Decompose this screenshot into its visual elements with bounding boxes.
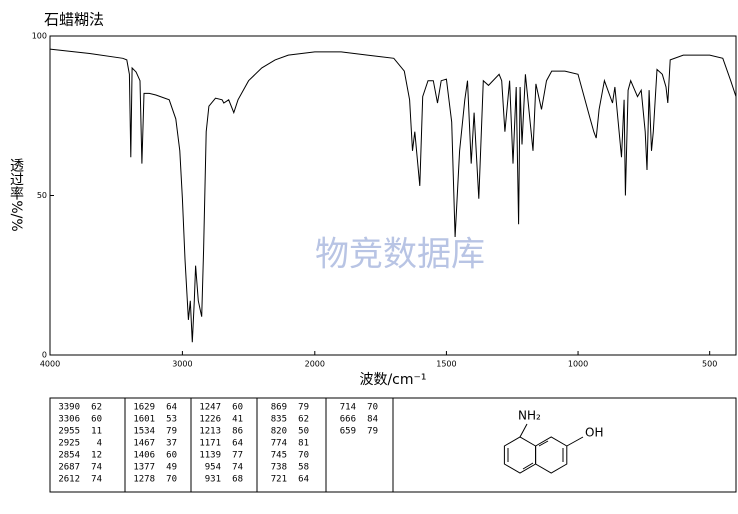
peak-wavenumber: 3390 [58, 403, 80, 413]
peak-wavenumber: 1171 [199, 439, 221, 449]
peak-intensity: 11 [91, 427, 102, 437]
peak-wavenumber: 1278 [133, 475, 155, 485]
peak-wavenumber: 3306 [58, 415, 80, 425]
peak-wavenumber: 1139 [199, 451, 221, 461]
peak-intensity: 62 [91, 403, 102, 413]
watermark: 物竞数据库 [315, 235, 485, 275]
peak-intensity: 53 [166, 415, 177, 425]
peak-intensity: 4 [97, 439, 102, 449]
plot-frame [49, 35, 737, 356]
x-tick-label: 1000 [568, 360, 588, 369]
peak-wavenumber: 1247 [199, 403, 221, 413]
peak-intensity: 64 [298, 475, 309, 485]
x-tick-label: 4000 [40, 360, 60, 369]
peak-wavenumber: 2955 [58, 427, 80, 437]
peak-intensity: 12 [91, 451, 102, 461]
peak-wavenumber: 1629 [133, 403, 155, 413]
peak-intensity: 68 [232, 475, 243, 485]
peak-intensity: 50 [298, 427, 309, 437]
peak-intensity: 74 [232, 463, 243, 473]
peak-intensity: 77 [232, 451, 243, 461]
peak-intensity: 64 [166, 403, 177, 413]
peak-wavenumber: 774 [271, 439, 287, 449]
peak-intensity: 74 [91, 475, 102, 485]
peak-wavenumber: 2612 [58, 475, 80, 485]
peak-intensity: 41 [232, 415, 243, 425]
peak-intensity: 79 [166, 427, 177, 437]
peak-wavenumber: 2854 [58, 451, 80, 461]
peak-intensity: 64 [232, 439, 243, 449]
peak-wavenumber: 1406 [133, 451, 155, 461]
x-tick-label: 500 [702, 360, 717, 369]
peak-intensity: 62 [298, 415, 309, 425]
peak-wavenumber: 1601 [133, 415, 155, 425]
peak-wavenumber: 2687 [58, 463, 80, 473]
peak-wavenumber: 820 [271, 427, 287, 437]
spectrum-line [49, 48, 737, 343]
peak-intensity: 86 [232, 427, 243, 437]
table-dividers [124, 398, 394, 492]
peak-intensity: 60 [232, 403, 243, 413]
peak-intensity: 60 [91, 415, 102, 425]
peak-intensity: 60 [166, 451, 177, 461]
y-tick-label: 0 [42, 351, 47, 360]
peak-wavenumber: 2925 [58, 439, 80, 449]
amine-label: NH₂ [518, 409, 541, 423]
y-tick-label: 100 [32, 32, 47, 41]
peak-wavenumber: 1377 [133, 463, 155, 473]
peak-wavenumber: 659 [340, 427, 356, 437]
peak-intensity: 74 [91, 463, 102, 473]
peak-intensity: 79 [298, 403, 309, 413]
peak-wavenumber: 714 [340, 403, 356, 413]
peak-intensity: 84 [367, 415, 378, 425]
peak-intensity: 70 [166, 475, 177, 485]
peak-wavenumber: 666 [340, 415, 356, 425]
x-tick-label: 1500 [436, 360, 456, 369]
chart-title: 石蜡糊法 [44, 11, 104, 29]
peak-intensity: 49 [166, 463, 177, 473]
peak-wavenumber: 1467 [133, 439, 155, 449]
x-tick-label: 3000 [172, 360, 192, 369]
x-tick-label: 2000 [305, 360, 325, 369]
peak-wavenumber: 1226 [199, 415, 221, 425]
hydroxyl-label: OH [585, 426, 603, 440]
peak-wavenumber: 745 [271, 451, 287, 461]
peak-wavenumber: 931 [205, 475, 221, 485]
peak-wavenumber: 738 [271, 463, 287, 473]
y-tick-label: 50 [37, 191, 47, 200]
peak-intensity: 79 [367, 427, 378, 437]
molecule [503, 423, 584, 474]
y-axis-label: 透过率%/% [8, 158, 24, 231]
peak-wavenumber: 721 [271, 475, 287, 485]
peak-intensity: 37 [166, 439, 177, 449]
peak-intensity: 81 [298, 439, 309, 449]
peak-intensity: 70 [298, 451, 309, 461]
peak-wavenumber: 954 [205, 463, 221, 473]
peak-wavenumber: 1534 [133, 427, 155, 437]
peak-intensity: 58 [298, 463, 309, 473]
peak-wavenumber: 869 [271, 403, 287, 413]
peak-wavenumber: 835 [271, 415, 287, 425]
peak-intensity: 70 [367, 403, 378, 413]
x-axis-label: 波数/cm⁻¹ [359, 372, 426, 388]
peak-wavenumber: 1213 [199, 427, 221, 437]
